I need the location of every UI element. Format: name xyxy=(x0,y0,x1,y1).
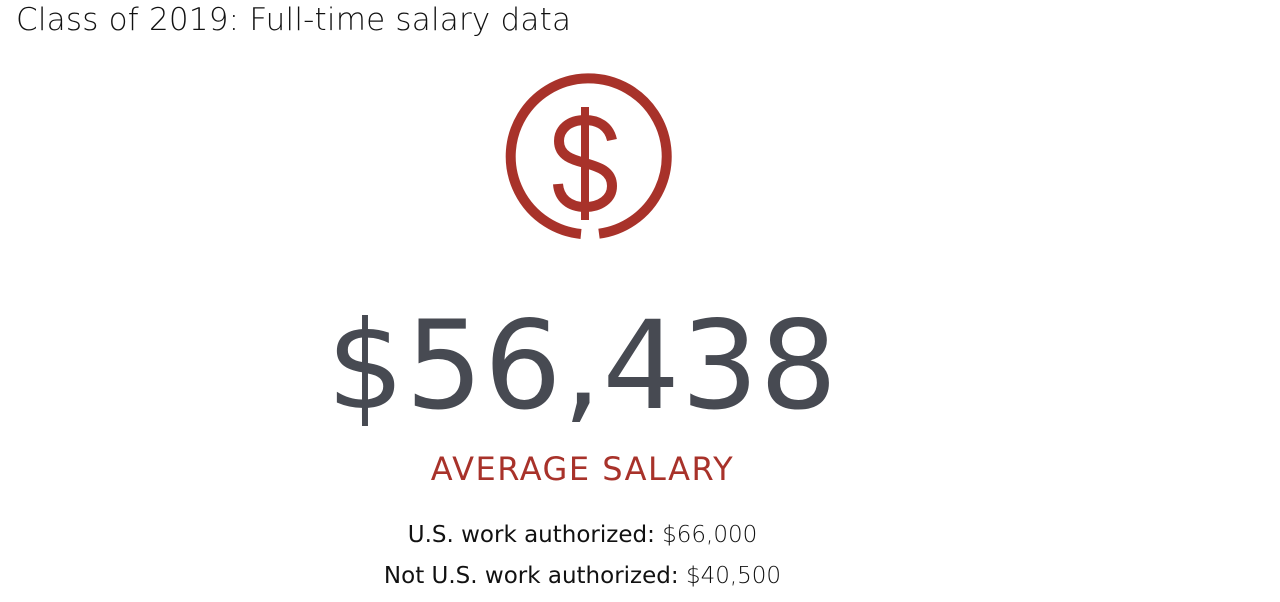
us-authorized-value: $66,000 xyxy=(662,522,758,548)
page-title: Class of 2019: Full-time salary data xyxy=(16,2,572,38)
not-us-authorized-salary: Not U.S. work authorized: $40,500 xyxy=(0,563,1165,589)
average-salary-value: $56,438 xyxy=(326,295,839,437)
us-authorized-salary: U.S. work authorized: $66,000 xyxy=(0,522,1165,548)
dollar-circle-icon xyxy=(505,73,672,239)
not-us-authorized-label: Not U.S. work authorized: xyxy=(383,563,679,589)
average-salary-label: AVERAGE SALARY xyxy=(430,450,735,488)
us-authorized-label: U.S. work authorized: xyxy=(407,522,655,548)
not-us-authorized-value: $40,500 xyxy=(685,563,782,589)
